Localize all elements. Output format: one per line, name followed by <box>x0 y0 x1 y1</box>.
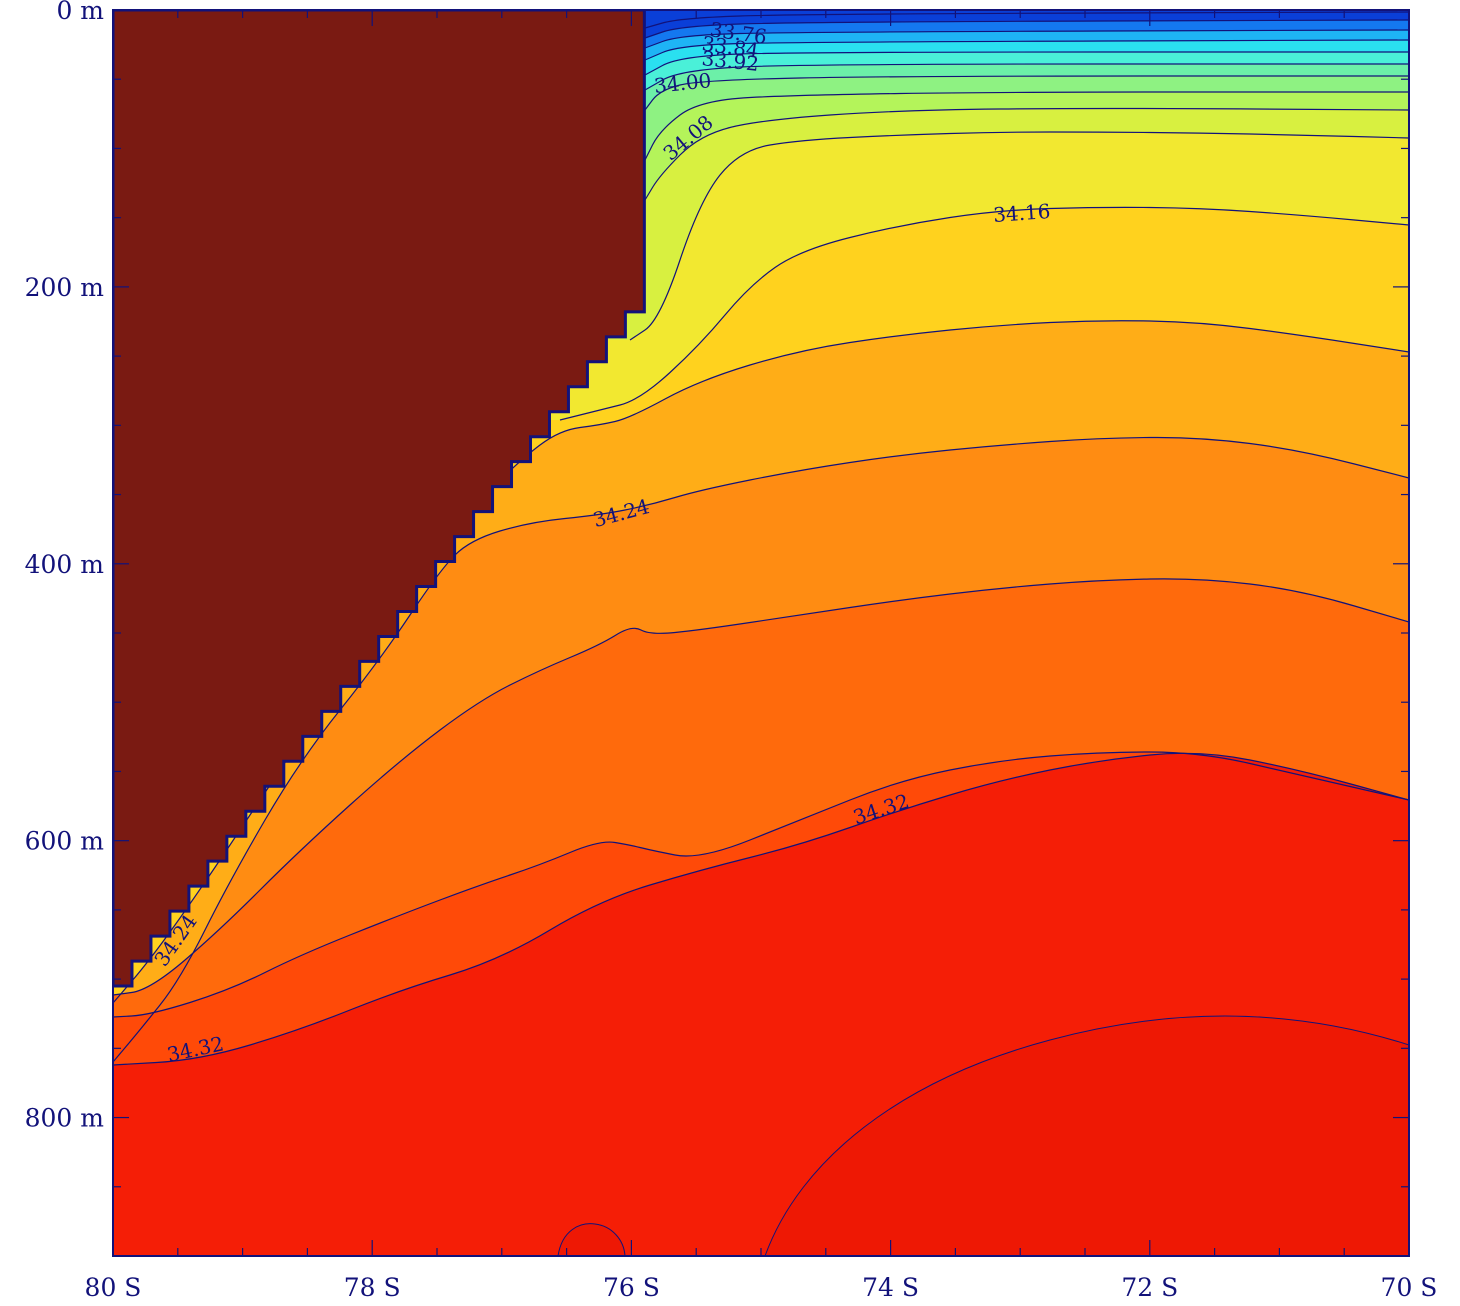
contour-line <box>113 578 1409 996</box>
y-tick-label: 400 m <box>25 550 105 579</box>
contour-line <box>644 91 1409 161</box>
x-tick-label: 78 S <box>344 1273 401 1302</box>
y-axis-tick-labels: 0 m 200 m 400 m 600 m 800 m <box>25 0 105 1133</box>
contour-label: 34.16 <box>992 199 1051 227</box>
x-tick-label: 76 S <box>603 1273 660 1302</box>
contour-line <box>644 51 1409 76</box>
fill-band <box>764 1015 1409 1256</box>
x-tick-label: 80 S <box>85 1273 142 1302</box>
contour-line <box>644 11 1409 29</box>
fill-band <box>557 1223 626 1256</box>
x-tick-label: 72 S <box>1121 1273 1178 1302</box>
contour-line <box>644 19 1409 39</box>
contour-line <box>559 206 1409 421</box>
contour-line <box>113 436 1409 1063</box>
plot-area <box>113 10 1409 1256</box>
contour-line <box>644 107 1409 201</box>
y-tick-label: 200 m <box>25 273 105 302</box>
contour-line <box>644 29 1409 49</box>
y-tick-label: 800 m <box>25 1104 105 1133</box>
contour-line <box>644 75 1409 111</box>
y-tick-label: 600 m <box>25 827 105 856</box>
x-tick-label: 74 S <box>862 1273 919 1302</box>
contour-line <box>629 131 1409 341</box>
contour-label: 34.00 <box>653 68 712 98</box>
contour-line <box>113 752 1409 1066</box>
contour-line <box>644 39 1409 61</box>
contour-label: 33.92 <box>701 46 760 76</box>
ice-shelf <box>113 10 646 988</box>
contour-line <box>644 63 1409 91</box>
y-tick-label: 0 m <box>56 0 104 25</box>
contour-line <box>113 751 1409 1018</box>
x-axis-tick-labels: 80 S 78 S 76 S 74 S 72 S 70 S <box>85 1273 1438 1302</box>
x-tick-label: 70 S <box>1381 1273 1438 1302</box>
axis-ticks <box>112 9 1410 1257</box>
